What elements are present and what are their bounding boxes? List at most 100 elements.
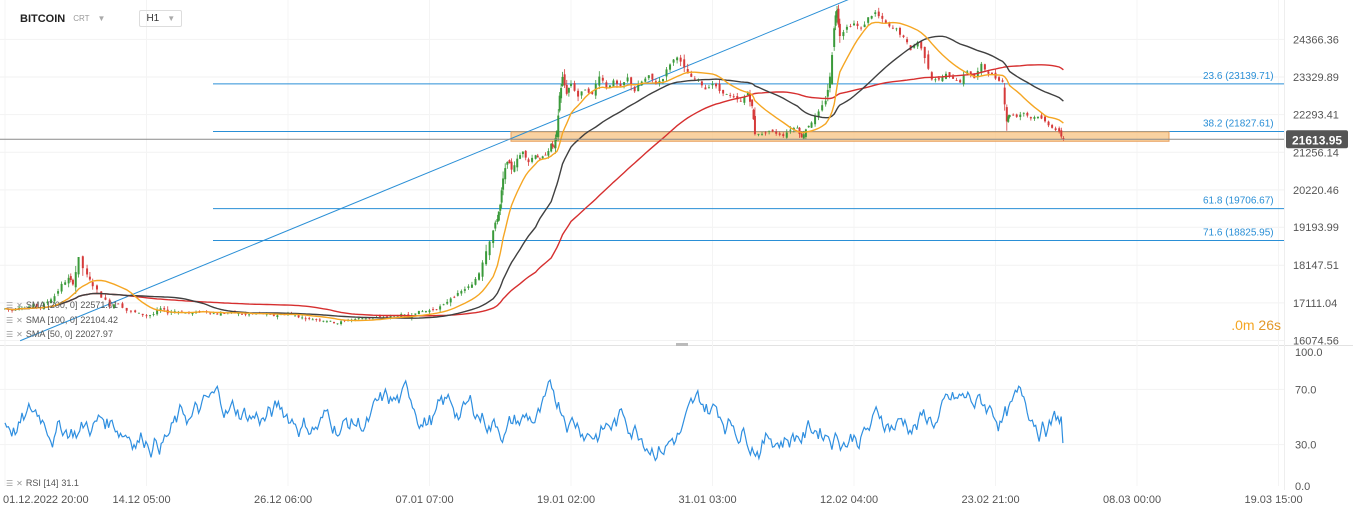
close-icon[interactable]: ✕ (16, 315, 23, 325)
candle-body (913, 45, 916, 48)
candle-body (761, 133, 764, 135)
candle-body (707, 87, 710, 89)
rsi-tick-label: 0.0 (1295, 481, 1310, 493)
candle-body (1005, 107, 1008, 122)
candle-body (661, 79, 664, 82)
candle-body (88, 276, 91, 280)
candle-body (357, 318, 360, 319)
candle-body (630, 77, 633, 86)
candle-body (789, 129, 792, 131)
candle-body (729, 95, 732, 96)
candle-body (389, 316, 392, 319)
candle-body (833, 28, 836, 47)
close-icon[interactable]: ✕ (16, 329, 23, 339)
close-icon[interactable]: ✕ (16, 478, 23, 488)
candle-body (1058, 128, 1061, 132)
candle-body (536, 155, 539, 158)
y-tick-label: 17111.04 (1293, 298, 1337, 310)
candle-body (551, 143, 554, 147)
close-icon[interactable]: ✕ (16, 300, 23, 310)
candle-body (554, 138, 557, 149)
fib-level-label: 23.6 (23139.71) (1203, 71, 1274, 82)
candle-body (934, 79, 937, 81)
candle-body (753, 115, 756, 135)
candle-body (244, 313, 247, 315)
candle-body (100, 291, 103, 298)
candle-body (276, 315, 279, 318)
candle-body (488, 241, 491, 256)
candle-body (1008, 115, 1011, 118)
candle-body (558, 95, 561, 111)
indicator-legend-sma100[interactable]: ☰ ✕ SMA [100, 0] 22104.42 (6, 315, 118, 325)
indicator-legend-sma50[interactable]: ☰ ✕ SMA [50, 0] 22027.97 (6, 329, 113, 339)
candle-body (782, 134, 785, 137)
candle-body (937, 78, 940, 80)
candle-body (764, 132, 767, 134)
candle-body (527, 159, 530, 163)
candle-body (679, 57, 682, 62)
candle-body (778, 133, 781, 135)
candle-body (874, 12, 877, 14)
candle-body (456, 293, 459, 296)
candle-body (104, 297, 107, 300)
candle-body (881, 15, 884, 19)
candle-body (798, 127, 801, 135)
menu-icon[interactable]: ☰ (6, 329, 14, 339)
trend-line (19, 0, 849, 342)
pane-resize-handle[interactable] (676, 343, 688, 346)
timeframe-select[interactable]: H1 ▼ (139, 10, 183, 27)
candle-body (669, 64, 672, 70)
candle-body (71, 279, 74, 285)
candle-body (916, 41, 919, 47)
candle-body (895, 28, 898, 30)
menu-icon[interactable]: ☰ (6, 300, 14, 310)
indicator-label: SMA [200, 0] (25, 300, 78, 310)
menu-icon[interactable]: ☰ (6, 315, 14, 325)
candle-body (700, 81, 703, 86)
candle-body (601, 77, 604, 81)
candle-body (1051, 125, 1054, 128)
candle-body (481, 262, 484, 277)
candle-body (955, 80, 958, 81)
candle-body (920, 41, 923, 49)
candle-body (557, 115, 560, 137)
indicator-value: 22027.97 (75, 329, 113, 339)
sma-50-line (4, 21, 1064, 322)
candle-body (1040, 115, 1043, 119)
candle-body (311, 319, 314, 321)
symbol-dropdown-icon[interactable]: ▼ (97, 14, 106, 23)
menu-icon[interactable]: ☰ (6, 478, 14, 488)
candle-body (378, 316, 381, 318)
candle-body (867, 17, 870, 23)
candle-body (615, 80, 618, 84)
candle-body (1060, 130, 1063, 137)
x-tick-label: 31.01 03:00 (679, 494, 737, 506)
candle-body (686, 69, 689, 74)
indicator-legend-rsi[interactable]: ☰ ✕ RSI [14] 31.1 (6, 478, 79, 488)
y-tick-label: 22293.41 (1293, 110, 1339, 122)
candle-body (121, 303, 124, 308)
candle-body (598, 76, 601, 86)
candle-body (547, 151, 550, 156)
candle-body (424, 310, 427, 312)
candle-body (831, 54, 834, 85)
candle-body (502, 178, 505, 190)
candle-body (414, 313, 417, 315)
candle-body (42, 303, 45, 309)
candle-body (500, 190, 503, 203)
fib-level-label: 71.6 (18825.95) (1203, 228, 1274, 239)
candle-body (91, 282, 94, 287)
candle-body (506, 161, 509, 165)
candle-body (584, 89, 587, 91)
candle-body (1015, 114, 1018, 117)
candle-body (460, 291, 463, 294)
candle-body (626, 77, 629, 82)
indicator-label: RSI [14] (25, 478, 59, 488)
candle-body (125, 307, 128, 311)
candle-body (212, 313, 215, 315)
indicator-legend-sma200[interactable]: ☰ ✕ SMA [200, 0] 22571.01 (6, 300, 118, 310)
candle-body (474, 278, 477, 285)
candle-body (308, 318, 311, 319)
candle-body (516, 158, 519, 168)
